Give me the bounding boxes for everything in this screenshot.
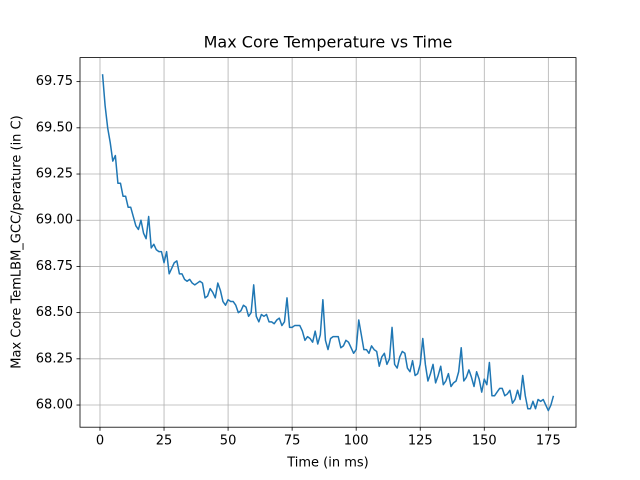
x-tick-label: 0 xyxy=(96,434,104,449)
y-tick-label: 69.00 xyxy=(36,213,73,228)
y-tick-label: 68.75 xyxy=(36,259,73,274)
x-tick-label: 150 xyxy=(472,434,497,449)
x-tick-label: 125 xyxy=(408,434,433,449)
data-line xyxy=(101,74,555,412)
y-tick-label: 69.75 xyxy=(36,74,73,89)
y-tick-label: 69.25 xyxy=(36,167,73,182)
chart-title: Max Core Temperature vs Time xyxy=(204,33,453,52)
y-tick-label: 68.25 xyxy=(36,351,73,366)
x-tick-label: 75 xyxy=(284,434,301,449)
axes-frame xyxy=(79,57,577,428)
x-tick-label: 175 xyxy=(536,434,561,449)
y-tick-label: 69.50 xyxy=(36,120,73,135)
x-tick-label: 100 xyxy=(344,434,369,449)
y-axis-label: Max Core TemLBM_GCC/perature (in C) xyxy=(10,115,25,368)
x-axis-label: Time (in ms) xyxy=(286,456,369,471)
y-tick-label: 68.00 xyxy=(36,398,73,413)
x-tick-label: 25 xyxy=(156,434,173,449)
x-tick-label: 50 xyxy=(220,434,237,449)
y-tick-label: 68.50 xyxy=(36,305,73,320)
